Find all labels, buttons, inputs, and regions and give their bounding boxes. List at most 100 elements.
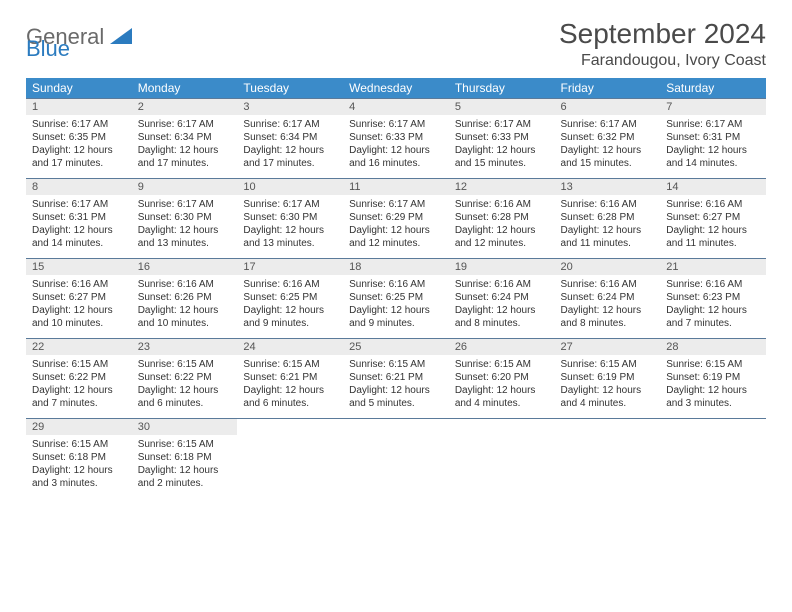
logo-text-blue: Blue: [26, 36, 70, 61]
day-details: Sunrise: 6:17 AMSunset: 6:30 PMDaylight:…: [132, 195, 238, 258]
day-number: 14: [660, 179, 766, 195]
day-number: 3: [237, 99, 343, 115]
day-details: Sunrise: 6:17 AMSunset: 6:32 PMDaylight:…: [555, 115, 661, 178]
day-details: Sunrise: 6:16 AMSunset: 6:23 PMDaylight:…: [660, 275, 766, 338]
day-number: 24: [237, 339, 343, 355]
day-number: 9: [132, 179, 238, 195]
day-number: 18: [343, 259, 449, 275]
day-number: 8: [26, 179, 132, 195]
calendar-table: SundayMondayTuesdayWednesdayThursdayFrid…: [26, 78, 766, 498]
calendar-day-cell: 13Sunrise: 6:16 AMSunset: 6:28 PMDayligh…: [555, 179, 661, 259]
day-details: Sunrise: 6:16 AMSunset: 6:24 PMDaylight:…: [555, 275, 661, 338]
weekday-header: Wednesday: [343, 78, 449, 99]
day-details: Sunrise: 6:17 AMSunset: 6:30 PMDaylight:…: [237, 195, 343, 258]
day-details: Sunrise: 6:15 AMSunset: 6:19 PMDaylight:…: [555, 355, 661, 418]
day-number: 12: [449, 179, 555, 195]
day-number: 29: [26, 419, 132, 435]
calendar-header-row: SundayMondayTuesdayWednesdayThursdayFrid…: [26, 78, 766, 99]
day-details: Sunrise: 6:15 AMSunset: 6:18 PMDaylight:…: [132, 435, 238, 498]
day-number: 27: [555, 339, 661, 355]
day-details: Sunrise: 6:15 AMSunset: 6:22 PMDaylight:…: [132, 355, 238, 418]
day-details: Sunrise: 6:17 AMSunset: 6:33 PMDaylight:…: [343, 115, 449, 178]
calendar-day-cell: 9Sunrise: 6:17 AMSunset: 6:30 PMDaylight…: [132, 179, 238, 259]
calendar-day-cell: 18Sunrise: 6:16 AMSunset: 6:25 PMDayligh…: [343, 259, 449, 339]
calendar-day-cell: 30Sunrise: 6:15 AMSunset: 6:18 PMDayligh…: [132, 419, 238, 499]
calendar-day-cell: ..: [660, 419, 766, 499]
calendar-day-cell: ..: [555, 419, 661, 499]
day-number: 20: [555, 259, 661, 275]
calendar-day-cell: 15Sunrise: 6:16 AMSunset: 6:27 PMDayligh…: [26, 259, 132, 339]
logo: General Blue: [26, 18, 132, 50]
day-number: 30: [132, 419, 238, 435]
day-number: 25: [343, 339, 449, 355]
day-number: 10: [237, 179, 343, 195]
day-number: 4: [343, 99, 449, 115]
day-details: Sunrise: 6:15 AMSunset: 6:21 PMDaylight:…: [343, 355, 449, 418]
weekday-header: Tuesday: [237, 78, 343, 99]
calendar-day-cell: 27Sunrise: 6:15 AMSunset: 6:19 PMDayligh…: [555, 339, 661, 419]
calendar-day-cell: 23Sunrise: 6:15 AMSunset: 6:22 PMDayligh…: [132, 339, 238, 419]
header: General Blue September 2024 Farandougou,…: [26, 18, 766, 70]
calendar-day-cell: 4Sunrise: 6:17 AMSunset: 6:33 PMDaylight…: [343, 99, 449, 179]
calendar-day-cell: 14Sunrise: 6:16 AMSunset: 6:27 PMDayligh…: [660, 179, 766, 259]
calendar-day-cell: 11Sunrise: 6:17 AMSunset: 6:29 PMDayligh…: [343, 179, 449, 259]
day-number: 28: [660, 339, 766, 355]
calendar-day-cell: 5Sunrise: 6:17 AMSunset: 6:33 PMDaylight…: [449, 99, 555, 179]
weekday-header: Monday: [132, 78, 238, 99]
day-details: Sunrise: 6:17 AMSunset: 6:33 PMDaylight:…: [449, 115, 555, 178]
calendar-week-row: 29Sunrise: 6:15 AMSunset: 6:18 PMDayligh…: [26, 419, 766, 499]
calendar-week-row: 1Sunrise: 6:17 AMSunset: 6:35 PMDaylight…: [26, 99, 766, 179]
day-details: Sunrise: 6:15 AMSunset: 6:21 PMDaylight:…: [237, 355, 343, 418]
day-number: 7: [660, 99, 766, 115]
day-details: Sunrise: 6:17 AMSunset: 6:31 PMDaylight:…: [660, 115, 766, 178]
calendar-day-cell: 6Sunrise: 6:17 AMSunset: 6:32 PMDaylight…: [555, 99, 661, 179]
calendar-day-cell: 28Sunrise: 6:15 AMSunset: 6:19 PMDayligh…: [660, 339, 766, 419]
calendar-day-cell: 19Sunrise: 6:16 AMSunset: 6:24 PMDayligh…: [449, 259, 555, 339]
day-details: Sunrise: 6:15 AMSunset: 6:20 PMDaylight:…: [449, 355, 555, 418]
weekday-header: Friday: [555, 78, 661, 99]
title-block: September 2024 Farandougou, Ivory Coast: [559, 18, 766, 70]
calendar-body: 1Sunrise: 6:17 AMSunset: 6:35 PMDaylight…: [26, 99, 766, 499]
day-details: Sunrise: 6:16 AMSunset: 6:26 PMDaylight:…: [132, 275, 238, 338]
day-details: Sunrise: 6:15 AMSunset: 6:18 PMDaylight:…: [26, 435, 132, 498]
calendar-day-cell: 22Sunrise: 6:15 AMSunset: 6:22 PMDayligh…: [26, 339, 132, 419]
day-details: Sunrise: 6:17 AMSunset: 6:34 PMDaylight:…: [237, 115, 343, 178]
calendar-day-cell: 20Sunrise: 6:16 AMSunset: 6:24 PMDayligh…: [555, 259, 661, 339]
weekday-header: Saturday: [660, 78, 766, 99]
calendar-day-cell: 12Sunrise: 6:16 AMSunset: 6:28 PMDayligh…: [449, 179, 555, 259]
calendar-week-row: 15Sunrise: 6:16 AMSunset: 6:27 PMDayligh…: [26, 259, 766, 339]
day-details: Sunrise: 6:16 AMSunset: 6:24 PMDaylight:…: [449, 275, 555, 338]
calendar-day-cell: 1Sunrise: 6:17 AMSunset: 6:35 PMDaylight…: [26, 99, 132, 179]
day-number: 1: [26, 99, 132, 115]
calendar-day-cell: 8Sunrise: 6:17 AMSunset: 6:31 PMDaylight…: [26, 179, 132, 259]
calendar-day-cell: 7Sunrise: 6:17 AMSunset: 6:31 PMDaylight…: [660, 99, 766, 179]
calendar-day-cell: 29Sunrise: 6:15 AMSunset: 6:18 PMDayligh…: [26, 419, 132, 499]
calendar-day-cell: ..: [237, 419, 343, 499]
day-details: Sunrise: 6:16 AMSunset: 6:28 PMDaylight:…: [555, 195, 661, 258]
calendar-day-cell: 25Sunrise: 6:15 AMSunset: 6:21 PMDayligh…: [343, 339, 449, 419]
day-details: Sunrise: 6:16 AMSunset: 6:28 PMDaylight:…: [449, 195, 555, 258]
day-number: 26: [449, 339, 555, 355]
logo-triangle-icon: [110, 26, 132, 49]
calendar-day-cell: 2Sunrise: 6:17 AMSunset: 6:34 PMDaylight…: [132, 99, 238, 179]
day-details: Sunrise: 6:16 AMSunset: 6:25 PMDaylight:…: [343, 275, 449, 338]
calendar-day-cell: 3Sunrise: 6:17 AMSunset: 6:34 PMDaylight…: [237, 99, 343, 179]
day-number: 15: [26, 259, 132, 275]
calendar-day-cell: 16Sunrise: 6:16 AMSunset: 6:26 PMDayligh…: [132, 259, 238, 339]
day-number: 23: [132, 339, 238, 355]
day-number: 21: [660, 259, 766, 275]
day-number: 13: [555, 179, 661, 195]
calendar-day-cell: 10Sunrise: 6:17 AMSunset: 6:30 PMDayligh…: [237, 179, 343, 259]
calendar-week-row: 8Sunrise: 6:17 AMSunset: 6:31 PMDaylight…: [26, 179, 766, 259]
day-number: 2: [132, 99, 238, 115]
day-details: Sunrise: 6:17 AMSunset: 6:35 PMDaylight:…: [26, 115, 132, 178]
calendar-day-cell: 26Sunrise: 6:15 AMSunset: 6:20 PMDayligh…: [449, 339, 555, 419]
calendar-day-cell: ..: [449, 419, 555, 499]
day-details: Sunrise: 6:17 AMSunset: 6:34 PMDaylight:…: [132, 115, 238, 178]
day-details: Sunrise: 6:16 AMSunset: 6:25 PMDaylight:…: [237, 275, 343, 338]
day-details: Sunrise: 6:17 AMSunset: 6:29 PMDaylight:…: [343, 195, 449, 258]
day-number: 22: [26, 339, 132, 355]
day-details: Sunrise: 6:15 AMSunset: 6:19 PMDaylight:…: [660, 355, 766, 418]
day-number: 6: [555, 99, 661, 115]
day-number: 16: [132, 259, 238, 275]
